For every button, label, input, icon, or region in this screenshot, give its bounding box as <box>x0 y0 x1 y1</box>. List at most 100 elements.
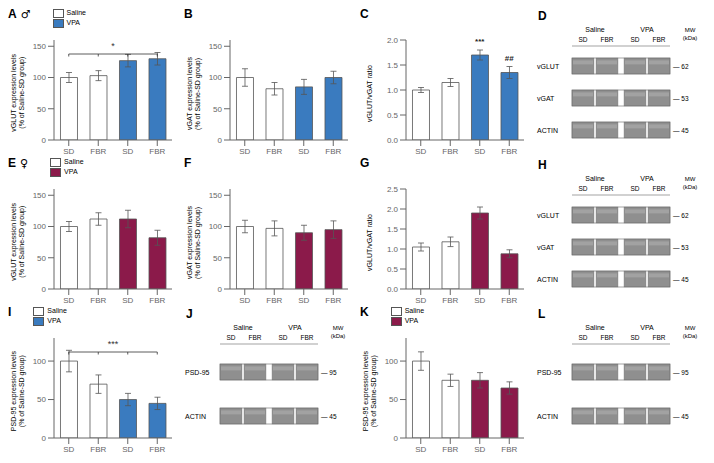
svg-text:D: D <box>538 9 547 23</box>
svg-text:Saline: Saline <box>585 175 605 182</box>
svg-text:SD: SD <box>239 147 250 154</box>
svg-text:0.0: 0.0 <box>387 285 399 294</box>
svg-text:vGAT: vGAT <box>537 95 555 102</box>
svg-text:FBR: FBR <box>442 147 458 154</box>
svg-text:SD: SD <box>122 296 133 303</box>
svg-text:100: 100 <box>33 222 47 231</box>
svg-text:SD: SD <box>63 147 74 154</box>
svg-text:Saline: Saline <box>233 324 253 331</box>
svg-text:0: 0 <box>218 136 223 145</box>
svg-text:MW: MW <box>333 325 344 331</box>
svg-text:L: L <box>538 307 545 321</box>
svg-text:— 53: — 53 <box>673 244 689 251</box>
svg-text:VPA: VPA <box>640 26 654 33</box>
svg-text:50: 50 <box>389 395 398 404</box>
svg-text:— 53: — 53 <box>673 95 689 102</box>
svg-text:FBR: FBR <box>149 445 165 452</box>
svg-text:0: 0 <box>42 136 47 145</box>
svg-text:— 45: — 45 <box>673 413 689 420</box>
svg-text:H: H <box>538 158 547 172</box>
svg-text:0: 0 <box>218 285 223 294</box>
svg-text:FBR: FBR <box>249 334 262 341</box>
svg-text:ACTIN: ACTIN <box>537 127 558 134</box>
svg-text:100: 100 <box>33 73 47 82</box>
svg-text:— 45: — 45 <box>673 127 689 134</box>
svg-text:SD: SD <box>630 36 639 43</box>
svg-text:VPA: VPA <box>640 175 654 182</box>
svg-text:SD: SD <box>578 334 587 341</box>
svg-text:0.5: 0.5 <box>387 111 399 120</box>
svg-text:SD: SD <box>122 147 133 154</box>
svg-text:1.0: 1.0 <box>387 86 399 95</box>
svg-text:FBR: FBR <box>149 147 165 154</box>
svg-text:ACTIN: ACTIN <box>185 413 206 420</box>
svg-text:50: 50 <box>37 395 46 404</box>
svg-text:SD: SD <box>122 445 133 452</box>
svg-text:FBR: FBR <box>601 334 614 341</box>
svg-text:FBR: FBR <box>442 296 458 303</box>
svg-text:1.5: 1.5 <box>387 61 399 70</box>
svg-text:##: ## <box>505 54 514 63</box>
svg-text:MW: MW <box>685 325 696 331</box>
svg-text:(kDa): (kDa) <box>331 333 346 339</box>
svg-text:FBR: FBR <box>325 147 341 154</box>
svg-text:MW: MW <box>685 27 696 33</box>
svg-text:2.0: 2.0 <box>387 36 399 45</box>
svg-text:50: 50 <box>37 254 46 263</box>
svg-text:vGLUT: vGLUT <box>537 212 560 219</box>
svg-text:FBR: FBR <box>266 296 282 303</box>
svg-text:150: 150 <box>209 191 223 200</box>
svg-text:ACTIN: ACTIN <box>537 413 558 420</box>
svg-text:FBR: FBR <box>501 445 517 452</box>
svg-text:SD: SD <box>578 185 587 192</box>
svg-text:SD: SD <box>298 296 309 303</box>
svg-text:— 62: — 62 <box>673 212 689 219</box>
svg-text:Saline: Saline <box>585 324 605 331</box>
svg-text:0: 0 <box>394 434 399 443</box>
svg-text:FBR: FBR <box>325 296 341 303</box>
svg-text:SD: SD <box>298 147 309 154</box>
svg-text:***: *** <box>475 37 485 46</box>
svg-text:150: 150 <box>209 42 223 51</box>
svg-text:FBR: FBR <box>653 36 666 43</box>
svg-text:VPA: VPA <box>640 324 654 331</box>
svg-text:FBR: FBR <box>653 334 666 341</box>
svg-text:150: 150 <box>33 191 47 200</box>
svg-text:0: 0 <box>42 285 47 294</box>
svg-text:SD: SD <box>415 147 426 154</box>
svg-text:— 45: — 45 <box>321 413 337 420</box>
svg-text:— 95: — 95 <box>673 369 689 376</box>
svg-text:VPA: VPA <box>288 324 302 331</box>
svg-text:ACTIN: ACTIN <box>537 276 558 283</box>
svg-text:FBR: FBR <box>301 334 314 341</box>
svg-text:2.5: 2.5 <box>387 185 399 194</box>
svg-text:150: 150 <box>33 42 47 51</box>
svg-text:100: 100 <box>385 357 399 366</box>
svg-text:— 45: — 45 <box>673 276 689 283</box>
svg-text:1.0: 1.0 <box>387 245 399 254</box>
svg-text:FBR: FBR <box>601 185 614 192</box>
svg-text:(kDa): (kDa) <box>683 333 698 339</box>
svg-text:MW: MW <box>685 176 696 182</box>
svg-text:SD: SD <box>415 445 426 452</box>
svg-text:SD: SD <box>239 296 250 303</box>
svg-text:FBR: FBR <box>90 445 106 452</box>
svg-text:SD: SD <box>63 296 74 303</box>
svg-text:50: 50 <box>37 105 46 114</box>
svg-text:0.0: 0.0 <box>387 136 399 145</box>
svg-text:SD: SD <box>630 185 639 192</box>
svg-text:SD: SD <box>474 147 485 154</box>
svg-text:0: 0 <box>42 434 47 443</box>
svg-text:***: *** <box>108 339 119 349</box>
svg-text:FBR: FBR <box>266 147 282 154</box>
svg-text:FBR: FBR <box>653 185 666 192</box>
svg-text:SD: SD <box>474 296 485 303</box>
svg-text:50: 50 <box>213 105 222 114</box>
svg-text:PSD-95: PSD-95 <box>185 369 210 376</box>
svg-text:vGLUT: vGLUT <box>537 63 560 70</box>
svg-text:FBR: FBR <box>501 147 517 154</box>
svg-text:SD: SD <box>226 334 235 341</box>
svg-text:FBR: FBR <box>149 296 165 303</box>
svg-text:100: 100 <box>33 357 47 366</box>
svg-text:FBR: FBR <box>442 445 458 452</box>
